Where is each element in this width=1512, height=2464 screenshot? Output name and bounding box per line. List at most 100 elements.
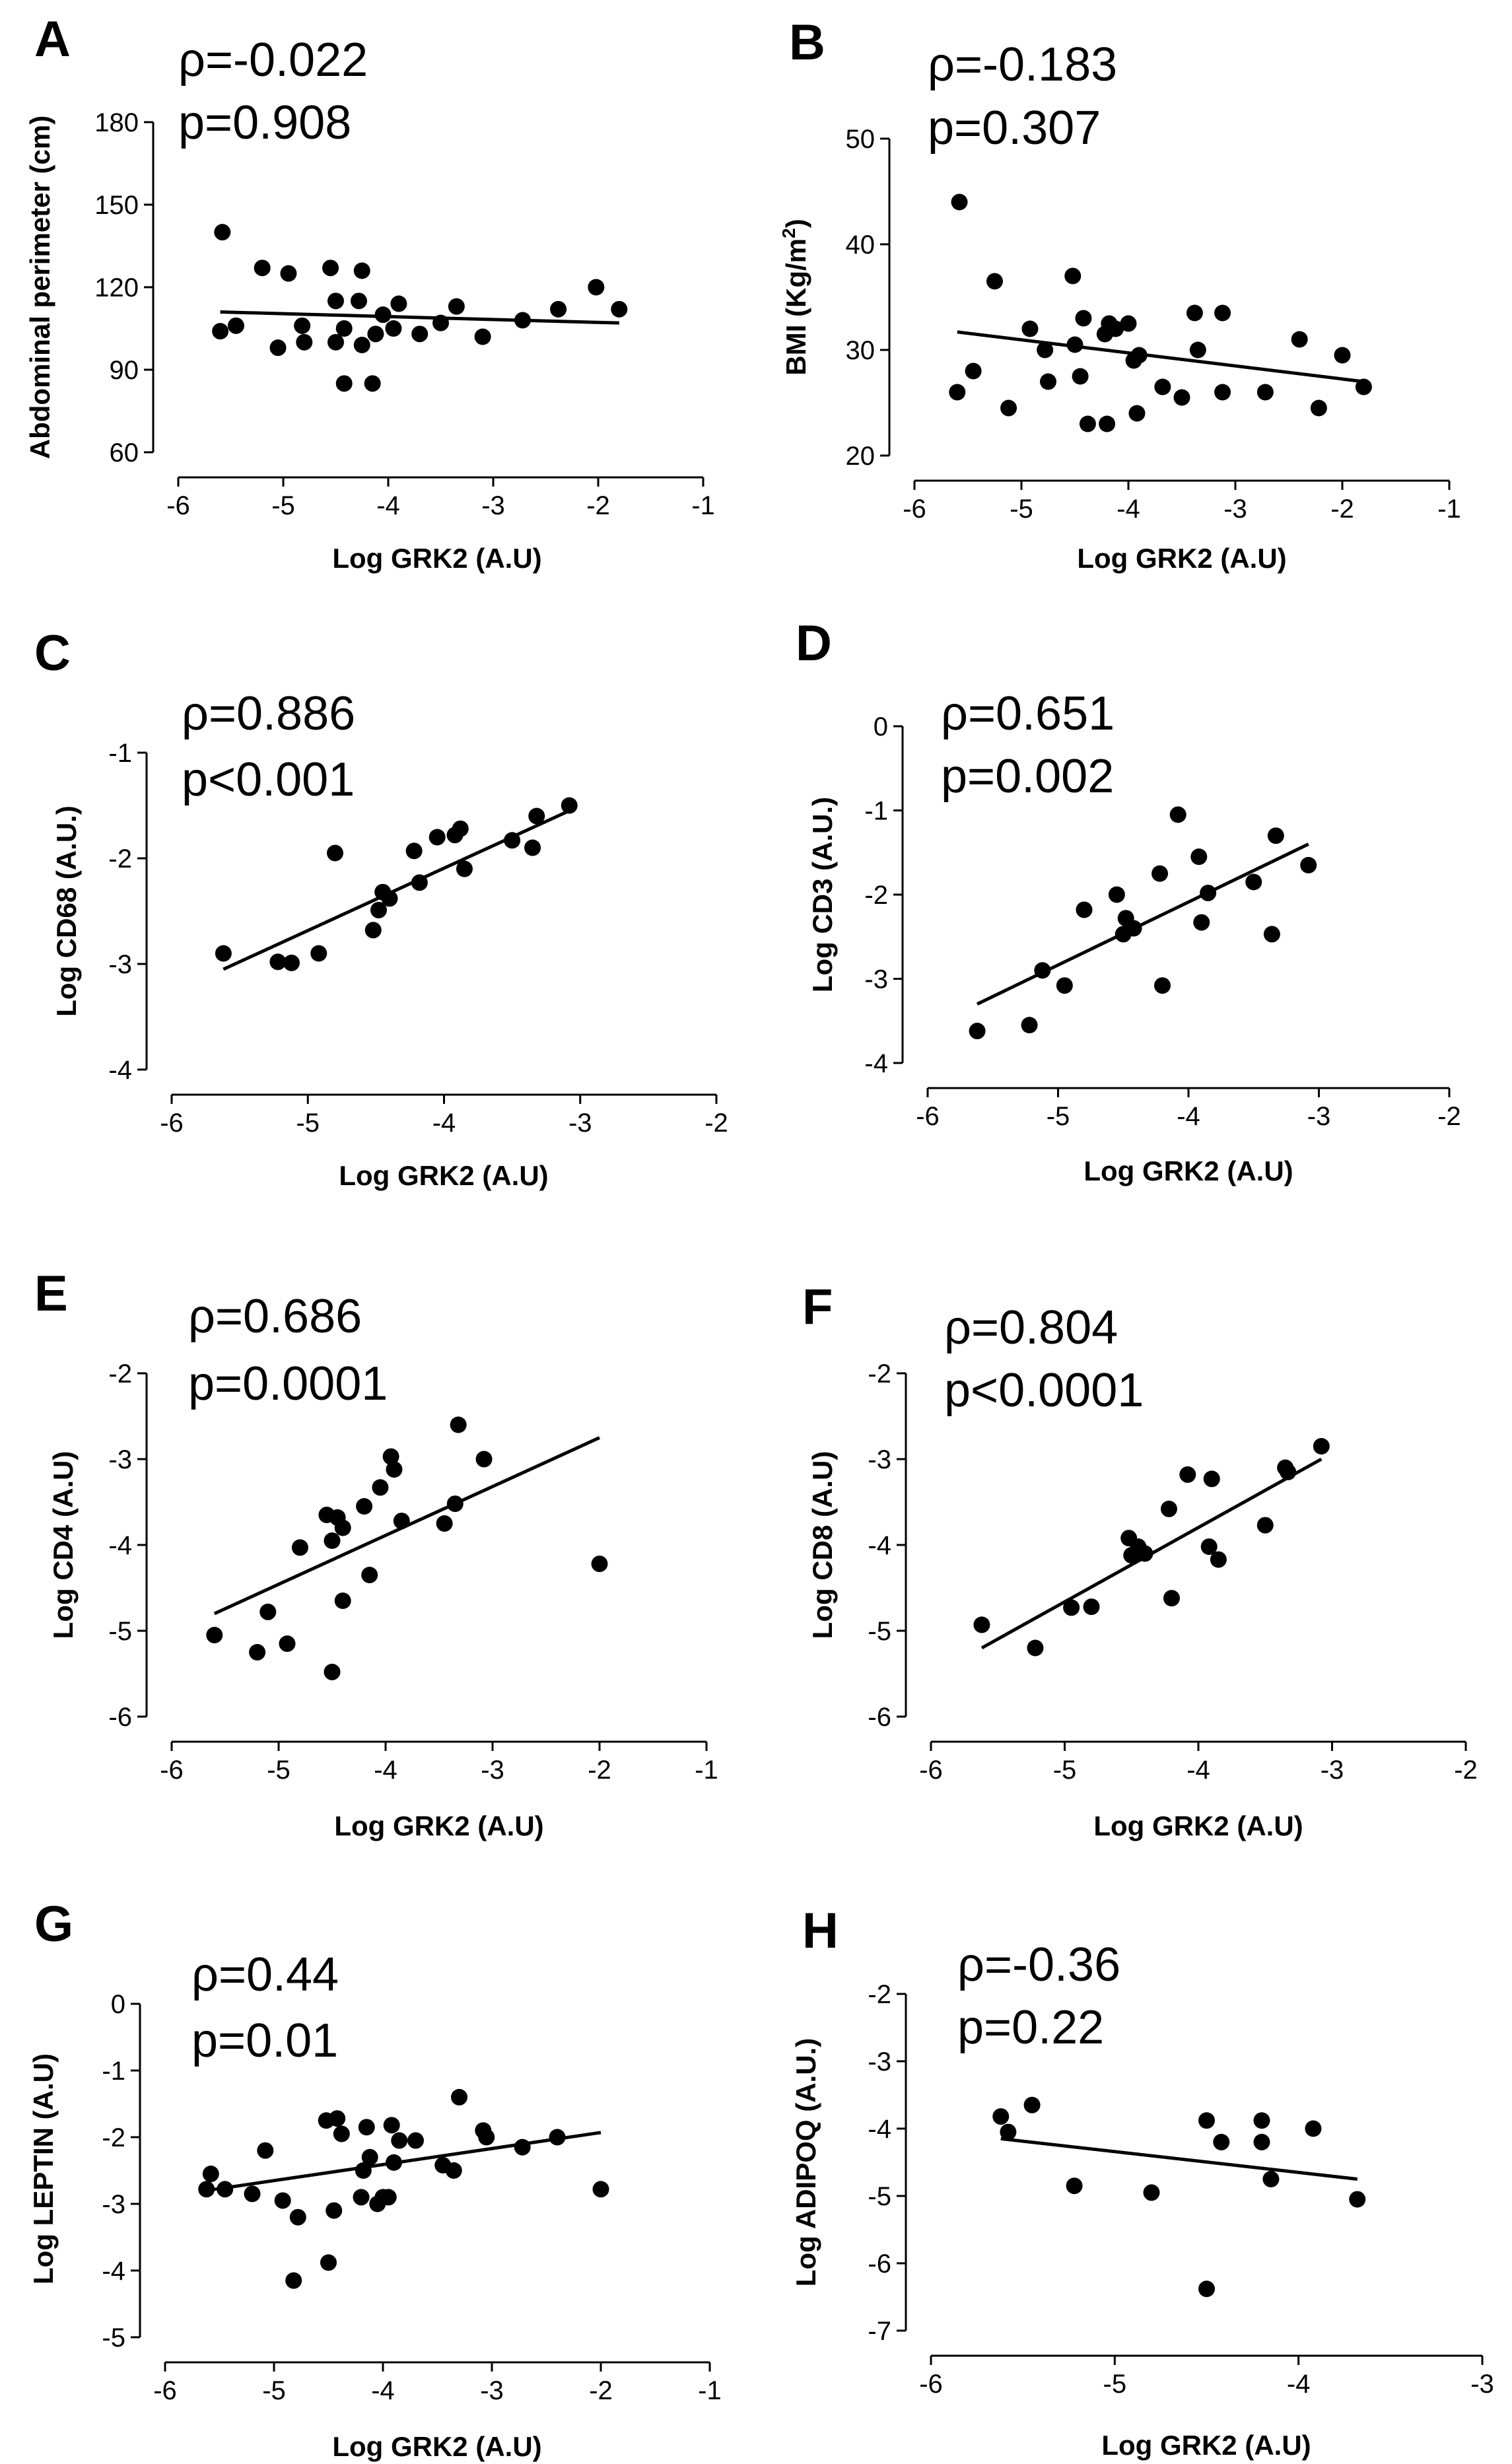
x-tick-label: -4 bbox=[376, 491, 400, 520]
y-tick-label: -1 bbox=[864, 797, 888, 826]
data-point bbox=[1099, 415, 1116, 432]
data-point bbox=[1263, 926, 1280, 943]
x-tick-label: -5 bbox=[1053, 1756, 1077, 1785]
data-point bbox=[561, 797, 578, 814]
x-axis-title: Log GRK2 (A.U) bbox=[332, 2431, 541, 2462]
data-point bbox=[285, 2272, 302, 2289]
data-point bbox=[949, 384, 966, 401]
data-point bbox=[550, 300, 567, 318]
panel-h: Hρ=-0.36 p=0.22 -7 -6 -5 -4 -3 -2 -6 -5 -4 -3 Log GR… bbox=[790, 1903, 1494, 2461]
x-tick-label: -1 bbox=[1437, 495, 1461, 524]
y-axis-title-superscript: 2 bbox=[778, 228, 799, 238]
data-point bbox=[1154, 977, 1171, 994]
data-point bbox=[1245, 873, 1262, 891]
data-point bbox=[1000, 399, 1017, 417]
y-axis-title-main: BMI (Kg/m bbox=[780, 238, 811, 376]
correlation-rho: ρ=-0.022 bbox=[178, 34, 368, 86]
x-axis-title: Log GRK2 (A.U) bbox=[332, 543, 541, 574]
data-point bbox=[380, 2189, 397, 2206]
data-point bbox=[350, 292, 367, 310]
p-value: p=0.908 bbox=[178, 96, 351, 149]
data-point bbox=[1040, 373, 1056, 390]
data-point bbox=[528, 807, 545, 825]
data-point bbox=[1143, 2184, 1160, 2201]
data-point bbox=[514, 312, 532, 329]
data-point bbox=[372, 1479, 389, 1496]
panel-letter: F bbox=[802, 1279, 833, 1335]
data-point bbox=[1189, 341, 1206, 359]
data-point bbox=[1072, 368, 1089, 385]
data-point bbox=[429, 829, 446, 846]
data-point bbox=[1063, 1599, 1080, 1616]
data-point bbox=[280, 265, 297, 282]
y-axis-title: BMI (Kg/m2) bbox=[778, 219, 811, 375]
data-point bbox=[227, 317, 244, 334]
data-point bbox=[324, 1532, 341, 1549]
data-point bbox=[1291, 331, 1308, 348]
x-tick-label: -3 bbox=[1321, 1756, 1344, 1785]
y-tick-label: -3 bbox=[108, 950, 132, 979]
data-point bbox=[361, 2148, 378, 2166]
x-axis-title: Log GRK2 (A.U) bbox=[334, 1810, 543, 1841]
x-tick-label: -2 bbox=[589, 2376, 613, 2405]
y-tick-label: -6 bbox=[868, 1703, 891, 1732]
data-point bbox=[456, 860, 473, 877]
data-point bbox=[478, 2129, 495, 2146]
data-point bbox=[353, 2189, 370, 2206]
x-tick-label: -4 bbox=[1117, 495, 1140, 524]
x-tick-label: -6 bbox=[166, 491, 190, 520]
y-tick-label: -6 bbox=[108, 1703, 132, 1732]
y-tick-label: 40 bbox=[846, 230, 876, 259]
data-point bbox=[1151, 865, 1169, 882]
y-tick-label: -1 bbox=[102, 2057, 125, 2086]
data-point bbox=[1198, 2112, 1215, 2129]
data-point bbox=[364, 922, 382, 939]
p-value: p=0.307 bbox=[928, 102, 1101, 154]
data-point bbox=[327, 333, 344, 351]
data-point bbox=[198, 2181, 215, 2198]
data-point bbox=[411, 874, 428, 891]
data-point bbox=[215, 945, 232, 962]
data-point bbox=[391, 2132, 408, 2149]
x-axis-title: Log GRK2 (A.U) bbox=[1093, 1810, 1303, 1841]
data-point bbox=[381, 890, 398, 907]
data-point bbox=[249, 1644, 266, 1660]
x-tick-label: -5 bbox=[296, 1109, 320, 1138]
data-point bbox=[432, 314, 449, 331]
panel-g: Gρ=0.44 p=0.01 -5 -4 -3 -2 -1 0 -6 -5 -4 -3 -2 -1 Log … bbox=[28, 1896, 722, 2462]
data-point bbox=[407, 2132, 424, 2149]
data-point bbox=[333, 2125, 350, 2142]
data-point bbox=[986, 273, 1003, 290]
data-point bbox=[353, 337, 370, 353]
data-point bbox=[1280, 1464, 1297, 1480]
data-point bbox=[1173, 389, 1190, 406]
data-point bbox=[448, 298, 465, 315]
data-point bbox=[217, 2181, 234, 2198]
data-point bbox=[324, 1663, 341, 1680]
data-point bbox=[393, 1513, 410, 1530]
data-point bbox=[1355, 378, 1372, 395]
regression-line bbox=[957, 330, 1364, 384]
panel-letter: G bbox=[34, 1896, 73, 1952]
data-point bbox=[212, 323, 229, 340]
x-tick-label: -6 bbox=[919, 1756, 943, 1785]
y-tick-label: -3 bbox=[868, 2047, 891, 2076]
y-tick-label: 30 bbox=[846, 336, 876, 365]
data-point bbox=[1214, 304, 1231, 322]
regression-line bbox=[1000, 2137, 1358, 2181]
y-tick-label: -4 bbox=[868, 1531, 891, 1560]
y-tick-label: -4 bbox=[864, 1049, 888, 1078]
data-point bbox=[451, 2088, 467, 2105]
y-tick-label: 20 bbox=[846, 442, 876, 471]
data-point bbox=[1000, 2123, 1017, 2140]
y-axis-title: Log CD68 (A.U.) bbox=[51, 805, 82, 1017]
x-tick-label: -6 bbox=[919, 2370, 943, 2399]
data-point bbox=[549, 2129, 566, 2146]
x-tick-label: -6 bbox=[160, 1756, 184, 1785]
x-tick-label: -5 bbox=[267, 1756, 291, 1785]
data-point bbox=[283, 954, 300, 971]
data-point bbox=[294, 317, 311, 334]
